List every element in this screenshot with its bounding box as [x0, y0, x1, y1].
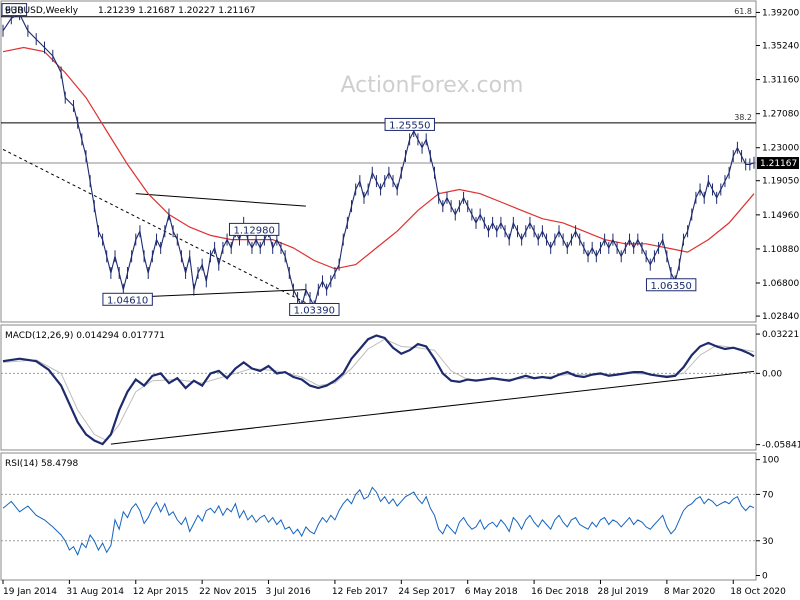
- price-series: [2, 8, 755, 313]
- rsi-tick-label: 30: [762, 537, 774, 547]
- level-label-0: 930: [5, 6, 24, 17]
- level-box-0: [1, 3, 28, 17]
- time-tick-label: 24 Sep 2017: [398, 587, 455, 597]
- triangle-lower-line: [131, 289, 306, 298]
- time-tick-label: 16 Dec 2018: [531, 587, 589, 597]
- level-label-3: 1.04610: [107, 295, 148, 306]
- rsi-tick-label: 70: [762, 490, 774, 500]
- macd-tick-label: -0.058413: [762, 441, 800, 451]
- level-label-4: 1.03390: [294, 305, 335, 316]
- watermark: ActionForex.com: [341, 73, 524, 98]
- level-box-3: [102, 292, 153, 306]
- current-price-badge: [757, 157, 799, 170]
- time-tick-label: 8 Mar 2020: [664, 587, 716, 597]
- level-box-2: [228, 222, 280, 236]
- macd-tick-label: 0.00: [762, 369, 782, 379]
- macd-label: MACD(12,26,9) 0.014294 0.017771: [5, 331, 165, 341]
- price-tick-label: 1.06800: [762, 279, 799, 289]
- level-box-5: [645, 278, 697, 292]
- time-tick-label: 12 Apr 2015: [133, 587, 189, 597]
- macd-indicator: 0.032215 0.00 -0.058413: [1, 330, 800, 451]
- level-labels: 930 1.25550 1.12980 1.04610 1.03390 1.06350: [1, 3, 697, 316]
- time-tick-label: 19 Jan 2014: [3, 587, 57, 597]
- chart-header-ohlc: 1.21239 1.21687 1.20227 1.21167: [98, 6, 255, 16]
- time-tick-label: 28 Jul 2019: [597, 587, 648, 597]
- rsi-indicator: 100 70 30 0: [1, 456, 779, 582]
- time-tick-label: 12 Feb 2017: [332, 587, 388, 597]
- time-tick-label: 6 May 2018: [465, 587, 518, 597]
- price-tick-label: 1.35240: [762, 42, 799, 52]
- rsi-label: RSI(14) 58.4798: [5, 459, 78, 469]
- macd-tick-label: 0.032215: [762, 330, 800, 340]
- level-label-2: 1.12980: [233, 225, 274, 236]
- price-tick-label: 1.19050: [762, 177, 799, 187]
- triangle-upper-line: [135, 193, 306, 207]
- macd-panel-frame: [0, 324, 757, 451]
- rsi-panel-frame: [0, 452, 757, 581]
- rsi-tick-label: 0: [762, 572, 768, 582]
- rsi-tick-label: 100: [762, 456, 779, 466]
- main-panel-frame: [0, 0, 757, 323]
- time-tick-label: 31 Aug 2014: [66, 587, 124, 597]
- level-label-5: 1.06350: [650, 281, 691, 292]
- price-tick-label: 1.23000: [762, 144, 799, 154]
- downtrend-line: [2, 148, 317, 309]
- macd-signal-line: [2, 338, 755, 442]
- price-tick-label: 1.39200: [762, 8, 799, 18]
- time-tick-label: 18 Oct 2020: [730, 587, 786, 597]
- fib-label-1: 38.2: [734, 113, 752, 122]
- time-tick-label: 3 Jul 2016: [266, 587, 311, 597]
- price-tick-label: 1.02840: [762, 312, 799, 322]
- price-tick-label: 1.31160: [762, 76, 799, 86]
- trend-lines: [2, 148, 317, 309]
- macd-trend-line: [110, 370, 755, 445]
- fib-label-0: 61.8: [734, 7, 752, 16]
- price-tick-label: 1.10880: [762, 245, 799, 255]
- time-tick-label: 22 Nov 2015: [199, 587, 257, 597]
- level-box-4: [289, 302, 340, 316]
- rsi-line: [2, 486, 755, 556]
- price-tick-label: 1.27080: [762, 110, 799, 120]
- price-tick-label: 1.14960: [762, 211, 799, 221]
- price-axis: 1.39200 1.35240 1.31160 1.27080 1.23000 1.190…: [756, 8, 799, 322]
- level-box-1: [384, 117, 435, 131]
- chart-header-symbol: EURUSD,Weekly: [5, 6, 79, 16]
- level-label-1: 1.25550: [389, 120, 430, 131]
- price-line: [2, 13, 755, 308]
- time-axis: 19 Jan 2014 31 Aug 2014 12 Apr 2015 22 Nov …: [2, 580, 786, 597]
- current-price-label: 1.21167: [760, 159, 797, 169]
- macd-line: [2, 334, 755, 446]
